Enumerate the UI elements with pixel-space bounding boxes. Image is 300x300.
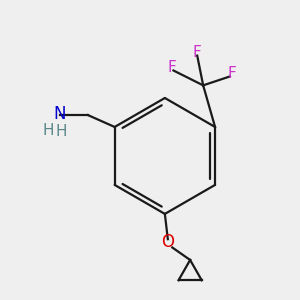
Text: N: N [53, 105, 66, 123]
Text: H: H [56, 124, 67, 139]
Text: F: F [227, 66, 236, 81]
Text: O: O [161, 233, 174, 251]
Text: H: H [43, 123, 54, 138]
Text: F: F [193, 45, 202, 60]
Text: F: F [168, 60, 176, 75]
